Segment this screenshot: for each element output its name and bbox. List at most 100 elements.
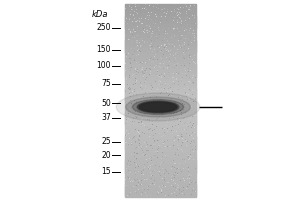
Point — [169, 175, 174, 179]
Point — [148, 11, 153, 15]
Point — [167, 112, 172, 115]
Point — [179, 148, 184, 151]
Point — [188, 89, 193, 92]
Point — [175, 173, 180, 176]
Point — [129, 71, 134, 75]
Point — [174, 45, 178, 48]
Point — [124, 186, 129, 190]
Point — [134, 99, 139, 103]
Point — [154, 126, 158, 129]
Point — [167, 74, 172, 77]
Point — [193, 77, 197, 80]
Point — [186, 22, 191, 25]
Point — [155, 58, 160, 61]
Point — [185, 12, 190, 15]
Point — [189, 39, 194, 43]
Point — [183, 181, 188, 184]
Point — [133, 141, 138, 144]
Point — [184, 176, 189, 180]
Point — [160, 5, 165, 8]
Point — [140, 19, 145, 22]
Point — [165, 29, 170, 32]
Point — [132, 165, 136, 169]
Point — [150, 18, 154, 21]
Point — [167, 142, 172, 146]
Point — [124, 181, 129, 184]
Point — [178, 189, 183, 193]
Point — [172, 39, 176, 43]
Point — [170, 165, 175, 168]
Point — [168, 119, 173, 123]
Point — [170, 190, 175, 193]
Point — [186, 102, 191, 105]
Point — [186, 174, 191, 177]
Point — [183, 194, 188, 198]
Point — [152, 83, 157, 86]
Point — [132, 137, 137, 140]
Point — [181, 50, 186, 53]
Point — [158, 108, 163, 111]
Point — [161, 141, 166, 144]
Point — [171, 19, 176, 22]
Bar — [125, 155, 196, 156]
Point — [190, 148, 195, 151]
Point — [160, 84, 164, 87]
Point — [157, 36, 162, 39]
Point — [133, 2, 138, 6]
Point — [144, 132, 148, 135]
Point — [130, 63, 134, 66]
Point — [166, 39, 170, 42]
Point — [155, 172, 160, 175]
Point — [133, 108, 138, 111]
Bar — [125, 9, 196, 10]
Point — [166, 132, 170, 136]
Point — [169, 180, 173, 183]
Point — [136, 53, 141, 56]
Point — [135, 20, 140, 24]
Point — [157, 83, 162, 86]
Point — [140, 71, 145, 74]
Point — [169, 52, 174, 56]
Point — [158, 64, 163, 67]
Point — [162, 13, 167, 16]
Point — [166, 118, 171, 122]
Point — [148, 91, 153, 94]
Point — [170, 180, 175, 183]
Point — [187, 56, 192, 59]
Point — [169, 106, 173, 109]
Point — [168, 82, 173, 85]
Point — [154, 129, 159, 133]
Point — [186, 109, 191, 112]
Bar — [125, 14, 196, 15]
Point — [141, 12, 146, 15]
Text: 50: 50 — [101, 98, 111, 108]
Point — [152, 127, 156, 130]
Point — [151, 170, 156, 173]
Point — [153, 150, 158, 153]
Point — [161, 184, 166, 187]
Point — [186, 184, 191, 188]
Point — [123, 46, 128, 49]
Point — [177, 131, 182, 134]
Point — [153, 109, 158, 112]
Point — [140, 61, 145, 64]
Point — [140, 156, 144, 159]
Bar — [125, 21, 196, 23]
Point — [151, 55, 155, 58]
Point — [124, 167, 129, 170]
Point — [167, 50, 172, 53]
Point — [178, 19, 183, 22]
Point — [133, 117, 138, 120]
Point — [175, 78, 179, 82]
Bar — [125, 29, 196, 30]
Point — [157, 62, 162, 65]
Point — [172, 72, 177, 75]
Point — [163, 183, 167, 186]
Point — [149, 67, 154, 70]
Point — [178, 131, 183, 134]
Bar — [125, 153, 196, 154]
Point — [188, 147, 193, 150]
Point — [137, 41, 142, 44]
Point — [176, 80, 181, 83]
Point — [183, 72, 188, 75]
